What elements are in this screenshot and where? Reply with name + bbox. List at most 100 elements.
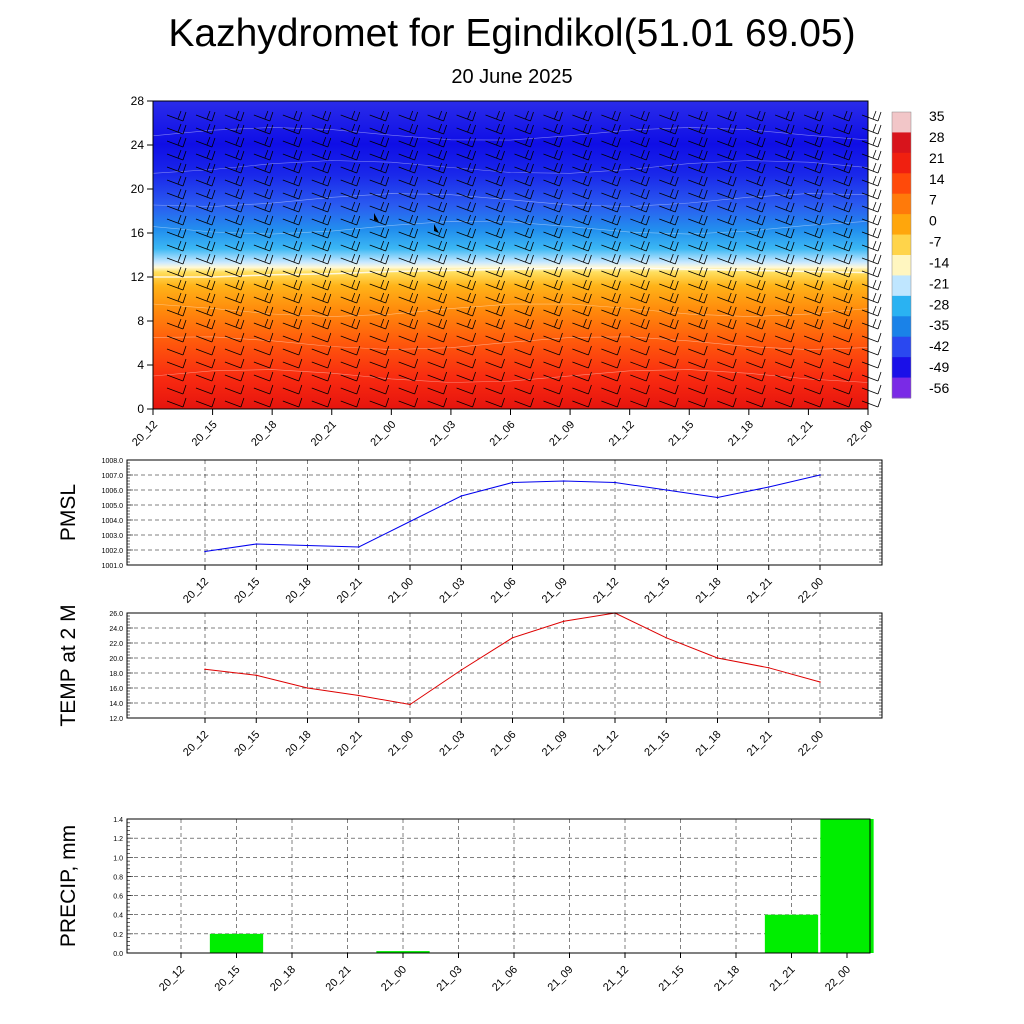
y-tick-label: 1001.0	[102, 563, 124, 570]
wind-barb	[717, 305, 737, 317]
wind-barb	[456, 384, 476, 395]
wind-barb	[832, 175, 853, 187]
wind-barb	[803, 214, 824, 226]
wind-barb	[485, 397, 505, 408]
wind-barb	[659, 384, 679, 395]
wind-barb	[369, 345, 390, 356]
x-tick-label: 21_15	[666, 419, 696, 449]
wind-barb	[572, 345, 592, 356]
wind-barb	[601, 345, 621, 356]
wind-barb	[861, 149, 882, 161]
wind-barb	[311, 188, 332, 200]
wind-barb	[514, 188, 534, 200]
wind-barb	[774, 384, 795, 395]
wind-barb	[717, 318, 737, 330]
wind-barb	[717, 384, 737, 395]
data-point	[665, 636, 668, 639]
wind-barb	[717, 332, 737, 343]
wind-barb	[774, 188, 795, 200]
wind-barb	[398, 227, 419, 239]
wind-barb	[311, 266, 332, 278]
wind-barb	[282, 332, 303, 343]
wind-barb	[543, 149, 563, 161]
wind-barb	[572, 318, 592, 330]
wind-barb	[340, 305, 361, 317]
wind-barb	[485, 136, 505, 148]
wind-barb	[485, 149, 505, 161]
x-tick-label: 21_09	[546, 964, 576, 994]
wind-barb	[630, 110, 650, 122]
wind-barb	[340, 136, 361, 148]
wind-barb	[659, 318, 679, 330]
wind-barb	[311, 345, 332, 356]
wind-barb	[659, 123, 679, 135]
wind-barb	[543, 175, 563, 187]
colorbar-label: -21	[929, 275, 949, 291]
wind-barb	[572, 123, 592, 135]
wind-barb	[456, 358, 476, 369]
wind-barb	[398, 136, 419, 148]
x-tick-label: 20_12	[130, 419, 160, 449]
wind-barb	[224, 279, 245, 291]
wind-barb	[543, 358, 563, 369]
isotherm-contour	[152, 193, 869, 207]
wind-barb	[369, 175, 390, 187]
wind-barb	[803, 110, 824, 122]
wind-barb	[485, 358, 505, 369]
wind-barb	[253, 123, 274, 135]
wind-barb	[630, 358, 650, 369]
wind-barb	[485, 266, 505, 278]
x-tick-label: 20_18	[249, 419, 279, 449]
wind-barb	[398, 292, 419, 304]
wind-barb	[166, 345, 187, 356]
wind-barb	[253, 253, 274, 265]
wind-barb	[659, 279, 679, 291]
wind-barb	[340, 397, 361, 408]
wind-barb	[861, 162, 882, 174]
wind-barb	[774, 397, 795, 408]
data-point	[767, 666, 770, 669]
colorbar-swatch	[892, 152, 911, 174]
x-tick-label: 21_18	[694, 576, 724, 606]
wind-barb	[746, 123, 766, 135]
data-point	[409, 703, 411, 706]
colorbar-label: 0	[929, 213, 937, 229]
wind-barb	[311, 332, 332, 343]
wind-barb	[514, 227, 534, 239]
wind-barb	[485, 214, 505, 226]
wind-barb	[630, 149, 650, 161]
wind-barb	[427, 279, 448, 291]
wind-barb	[398, 201, 419, 213]
data-point	[204, 668, 206, 671]
y-tick-label: 26.0	[109, 611, 123, 618]
wind-barb	[861, 110, 882, 122]
wind-barb	[485, 123, 505, 135]
x-tick-label: 22_00	[823, 964, 853, 994]
colorbar-label: 35	[929, 108, 945, 124]
wind-barb	[369, 358, 390, 369]
wind-barb	[861, 175, 882, 187]
wind-barb	[572, 149, 592, 161]
y-tick-label: 0.2	[113, 932, 123, 939]
wind-barb	[572, 292, 592, 304]
wind-barb	[195, 227, 216, 239]
wind-barb	[369, 227, 390, 239]
wind-barb	[398, 175, 419, 187]
wind-barb	[803, 358, 824, 369]
wind-barb	[659, 345, 679, 356]
wind-barb	[832, 384, 853, 395]
wind-barb	[630, 292, 650, 304]
data-point	[306, 687, 309, 689]
x-tick-label: 21_12	[591, 729, 621, 759]
wind-barb	[427, 110, 448, 122]
wind-barb	[688, 292, 708, 304]
wind-barb	[717, 110, 737, 122]
wind-barb	[861, 384, 882, 395]
y-tick-label: 1.0	[113, 855, 123, 862]
y-tick-label: 28	[131, 94, 145, 108]
data-point	[562, 480, 565, 482]
wind-barb	[456, 214, 476, 226]
wind-barb	[572, 358, 592, 369]
wind-barbs	[166, 110, 882, 408]
pmsl-panel: 1001.0 1002.0 1003.0 1004.0 1005.0 1006.0 1007…	[57, 458, 883, 606]
